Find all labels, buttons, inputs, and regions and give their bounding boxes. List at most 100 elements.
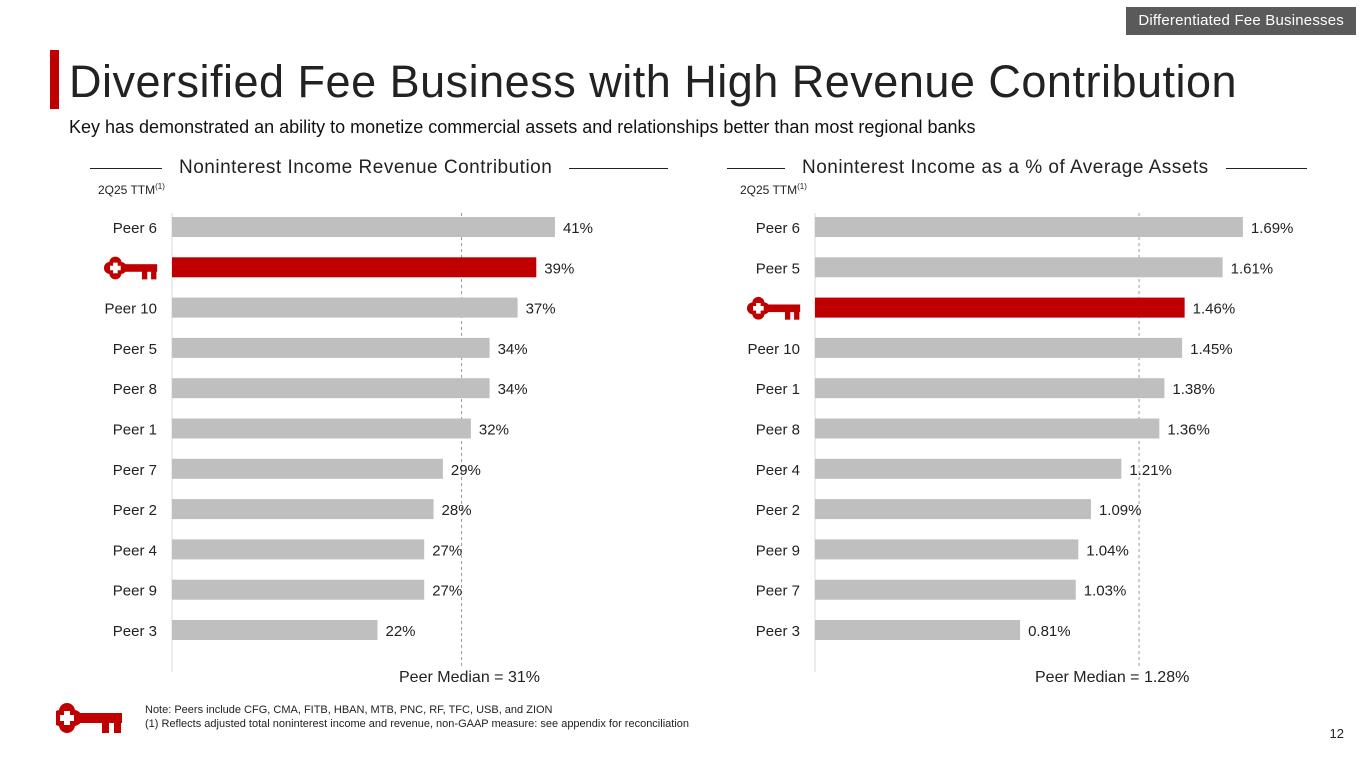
chart-1-category-label-5: Peer 8 [113,381,157,398]
chart-2-category-label-5: Peer 1 [756,381,800,398]
chart-1-key-logo-icon-tooth-1 [141,270,148,280]
chart-2-header-rule-left [727,167,785,169]
chart-1-key-logo-icon [103,256,158,280]
chart-1-value-label-1: 41% [563,220,593,237]
chart-2-value-label-8: 1.09% [1099,502,1142,519]
chart-1-noninterest-income-revenue: 41% Peer 6 39% 37% Peer 10 34% Peer 5 34% Peer 8… [103,213,593,673]
chart-2-header: Noninterest Income as a % of Average Ass… [727,155,1307,181]
chart-2-category-label-11: Peer 3 [756,623,800,640]
chart-1-value-label-6: 32% [479,422,509,439]
chart-2-period-label: 2Q25 TTM [740,183,798,197]
chart-1-category-label-1: Peer 6 [113,220,157,237]
chart-1-value-label-7: 29% [451,462,481,479]
chart-2-value-label-5: 1.38% [1172,381,1215,398]
page-title: Diversified Fee Business with High Reven… [69,56,1238,107]
chart-2-median-label: Peer Median = 1.28% [1035,669,1190,686]
chart-1-category-label-9: Peer 4 [113,542,157,559]
chart-2-category-label-8: Peer 2 [756,502,800,519]
chart-2-noninterest-income-avg-assets: 1.69% Peer 6 1.61% Peer 5 1.46% 1.45% Peer 10 1… [746,213,1294,673]
chart-1-median-label: Peer Median = 31% [399,669,540,686]
chart-1-bar-7 [172,458,443,479]
chart-2-bar-11 [815,620,1021,640]
chart-2-bar-9 [815,539,1079,560]
chart-2-value-label-1: 1.69% [1251,220,1294,237]
chart-2-category-label-9: Peer 9 [756,542,800,559]
chart-2-bar-3 [815,297,1185,318]
chart-1-category-label-3: Peer 10 [104,301,157,318]
chart-1-bar-10 [172,579,425,600]
chart-2-value-label-9: 1.04% [1086,542,1129,559]
chart-2-category-label-1: Peer 6 [756,220,800,237]
chart-2-value-label-3: 1.46% [1193,301,1236,318]
chart-1-value-label-4: 34% [498,341,528,358]
footer-note: Note: Peers include CFG, CMA, FITB, HBAN… [145,704,553,716]
chart-2-category-label-10: Peer 7 [756,583,800,600]
chart-2-bar-1 [815,217,1243,237]
chart-2-key-logo-icon-tooth-2 [794,310,800,320]
chart-1-value-label-3: 37% [526,301,556,318]
chart-1-bar-8 [172,499,434,520]
chart-1-value-label-11: 22% [385,623,415,640]
section-tag: Differentiated Fee Businesses [1126,7,1356,35]
chart-1-category-label-6: Peer 1 [113,422,157,439]
chart-1-category-label-11: Peer 3 [113,623,157,640]
chart-1-period-label: 2Q25 TTM [98,183,156,197]
chart-1-header-rule-right [569,167,668,169]
chart-1-header-rule-left [90,167,162,169]
chart-2-bar-5 [815,378,1165,399]
chart-2-category-label-6: Peer 8 [756,422,800,439]
chart-2-key-logo-icon-shaft [766,304,801,313]
chart-1-bar-2 [172,257,537,278]
chart-2-value-label-7: 1.21% [1129,462,1172,479]
chart-2-value-label-6: 1.36% [1167,422,1210,439]
chart-1-value-label-2: 39% [544,260,574,277]
chart-1-key-logo-icon-cross-h [110,265,121,271]
chart-2-bar-2 [815,257,1223,278]
chart-2-period: 2Q25 TTM(1) [740,182,807,197]
chart-1-key-logo-icon-shaft [123,264,158,272]
chart-2-value-label-2: 1.61% [1231,260,1274,277]
chart-2-category-label-4: Peer 10 [747,341,800,358]
key-logo-icon [56,703,122,733]
chart-1-bar-1 [172,217,555,237]
chart-2-value-label-4: 1.45% [1190,341,1233,358]
chart-1-title: Noninterest Income Revenue Contribution [179,157,553,178]
chart-1-category-label-7: Peer 7 [113,462,157,479]
chart-2-bar-7 [815,458,1122,479]
chart-2-bar-6 [815,418,1160,439]
chart-1-value-label-5: 34% [498,381,528,398]
chart-2-key-logo-icon [746,296,801,320]
chart-2-period-footnote: (1) [797,182,807,191]
chart-1-key-logo-icon-tooth-2 [151,270,157,280]
chart-1-bar-5 [172,378,490,399]
chart-1-category-label-8: Peer 2 [113,502,157,519]
chart-1-period-footnote: (1) [155,182,165,191]
chart-1-category-label-4: Peer 5 [113,341,157,358]
chart-2-bar-4 [815,337,1183,358]
chart-1-period: 2Q25 TTM(1) [98,182,165,197]
chart-1-bar-3 [172,297,518,318]
chart-2-header-rule-right [1225,167,1307,169]
chart-1-value-label-8: 28% [442,502,472,519]
chart-2-category-label-2: Peer 5 [756,260,800,277]
chart-2-category-label-7: Peer 4 [756,462,800,479]
chart-1-bar-9 [172,539,425,560]
chart-1-header: Noninterest Income Revenue Contribution [90,155,668,181]
chart-2-value-label-10: 1.03% [1084,583,1127,600]
chart-1-bar-11 [172,620,378,640]
chart-2-value-label-11: 0.81% [1028,623,1071,640]
chart-1-bar-6 [172,418,471,439]
chart-1-value-label-10: 27% [432,583,462,600]
page-subtitle: Key has demonstrated an ability to monet… [69,117,976,137]
chart-1-category-label-10: Peer 9 [113,583,157,600]
chart-1-value-label-9: 27% [432,542,462,559]
page-number: 12 [1329,726,1344,741]
chart-2-bar-8 [815,499,1091,520]
chart-1-bar-4 [172,337,490,358]
chart-2-key-logo-icon-cross-h [753,306,764,311]
chart-2-key-logo-icon-tooth-1 [784,310,791,320]
footer-footnote-1: (1) Reflects adjusted total noninterest … [145,718,689,730]
chart-2-title: Noninterest Income as a % of Average Ass… [802,157,1209,178]
title-accent-bar [50,50,59,109]
chart-2-bar-10 [815,579,1076,600]
